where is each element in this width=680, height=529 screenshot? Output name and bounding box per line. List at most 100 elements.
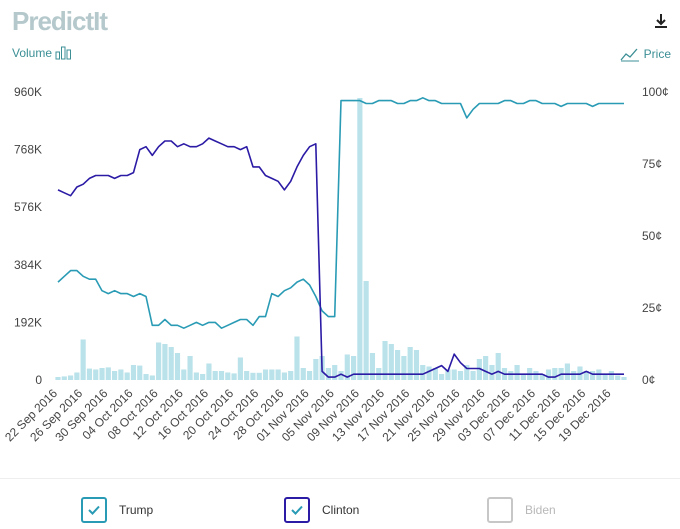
volume-bar <box>124 372 130 380</box>
y-right-tick-label: 75¢ <box>642 157 662 171</box>
volume-bar <box>187 356 193 380</box>
volume-bar <box>55 377 61 380</box>
volume-bar <box>313 359 319 380</box>
volume-bar <box>602 374 608 380</box>
volume-bar <box>332 365 338 380</box>
predictit-logo[interactable]: PredictIt <box>12 4 122 36</box>
volume-bar <box>420 365 426 380</box>
volume-bar <box>445 369 451 380</box>
volume-bar <box>193 372 199 380</box>
volume-bar <box>464 365 470 380</box>
y-right-tick-label: 50¢ <box>642 229 662 243</box>
volume-bar <box>262 369 269 380</box>
legend-label-biden: Biden <box>525 503 556 517</box>
check-icon <box>88 505 100 515</box>
volume-bar <box>112 371 118 380</box>
volume-bar <box>162 344 168 380</box>
volume-bar <box>577 366 583 380</box>
legend-trump[interactable]: Trump <box>81 497 153 523</box>
legend-label-trump: Trump <box>119 503 154 517</box>
y-left-tick-label: 576K <box>14 200 42 214</box>
volume-bar <box>401 356 407 380</box>
volume-bar <box>237 357 243 380</box>
volume-bar <box>476 359 482 380</box>
volume-bar <box>231 373 237 380</box>
volume-bar <box>369 353 376 380</box>
volume-bar <box>325 368 332 380</box>
volume-bar <box>67 375 74 380</box>
volume-bar <box>105 367 111 380</box>
y-left-tick-label: 768K <box>14 143 42 157</box>
volume-bar <box>439 374 445 380</box>
volume-bar <box>244 371 250 380</box>
volume-bar <box>388 344 394 380</box>
volume-bar <box>80 339 86 380</box>
volume-bar <box>93 369 99 380</box>
volume-bar <box>288 371 294 380</box>
volume-toggle[interactable]: Volume <box>12 46 73 60</box>
volume-bar <box>306 371 313 380</box>
biden-checkbox[interactable] <box>487 497 513 523</box>
volume-bar <box>143 374 149 380</box>
volume-bar <box>608 371 615 380</box>
y-right-tick-label: 100¢ <box>642 85 669 99</box>
volume-bar <box>533 371 539 380</box>
volume-bar <box>564 363 570 380</box>
volume-bar <box>294 336 300 380</box>
volume-bar <box>363 281 369 380</box>
volume-bar <box>168 347 174 380</box>
volume-bar <box>118 369 124 380</box>
volume-bar <box>218 371 225 380</box>
volume-bar <box>508 371 514 380</box>
legend-biden[interactable]: Biden <box>487 497 556 523</box>
volume-bar <box>621 377 627 380</box>
volume-bar <box>225 372 231 380</box>
volume-bar <box>489 365 495 380</box>
trump-checkbox[interactable] <box>81 497 107 523</box>
volume-bar <box>149 375 155 380</box>
volume-bar <box>61 376 67 380</box>
legend-divider <box>0 478 680 479</box>
volume-bar <box>269 369 275 380</box>
volume-bar <box>275 369 281 380</box>
check-icon <box>291 505 303 515</box>
bar-chart-icon <box>55 46 72 60</box>
volume-bar <box>495 353 501 380</box>
price-toggle[interactable]: Price <box>620 46 671 62</box>
volume-bar <box>300 368 306 380</box>
volume-bar <box>457 371 464 380</box>
y-right-tick-label: 0¢ <box>642 373 655 387</box>
volume-bar <box>382 341 388 380</box>
volume-bar <box>539 374 545 380</box>
volume-bar <box>350 356 357 380</box>
download-icon[interactable] <box>652 12 670 30</box>
volume-bar <box>615 375 621 380</box>
series-line-trump <box>57 97 624 330</box>
volume-bar <box>338 371 344 380</box>
volume-bar <box>395 350 401 380</box>
volume-bar <box>281 372 287 380</box>
volume-bar <box>344 354 350 380</box>
volume-bar <box>514 365 520 380</box>
volume-bar <box>74 372 80 380</box>
volume-bar <box>212 371 218 380</box>
volume-bar <box>520 374 526 380</box>
y-right-tick-label: 25¢ <box>642 301 662 315</box>
volume-bar <box>130 365 137 380</box>
volume-bar <box>545 369 552 380</box>
legend-clinton[interactable]: Clinton <box>284 497 359 523</box>
volume-bar <box>407 347 413 380</box>
volume-bar <box>200 374 206 380</box>
volume-bar <box>181 369 187 380</box>
line-chart-icon <box>620 48 639 62</box>
volume-bar <box>156 342 162 380</box>
volume-bar <box>426 366 432 380</box>
clinton-checkbox[interactable] <box>284 497 310 523</box>
volume-bar <box>470 371 476 380</box>
volume-bar <box>571 371 577 380</box>
legend-label-clinton: Clinton <box>322 503 360 517</box>
price-label: Price <box>643 47 671 61</box>
volume-bar <box>250 372 256 380</box>
volume-bar <box>357 98 363 380</box>
